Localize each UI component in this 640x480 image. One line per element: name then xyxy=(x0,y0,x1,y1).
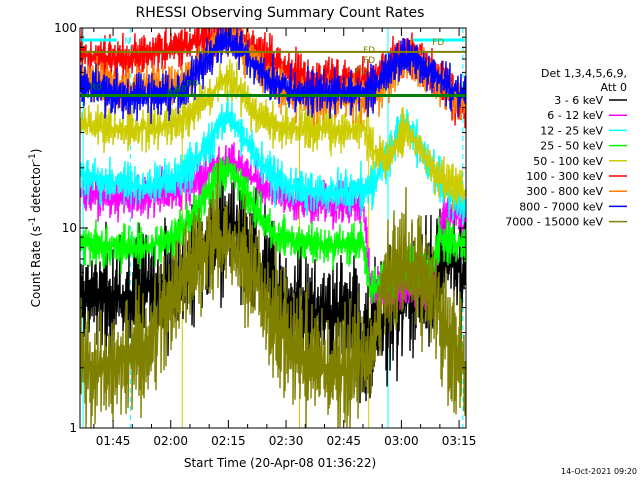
series-line xyxy=(80,142,466,316)
legend-label: 6 - 12 keV xyxy=(547,109,603,122)
x-axis-label: Start Time (20-Apr-08 01:36:22) xyxy=(184,456,376,470)
series-line xyxy=(80,59,466,212)
r-label: R0 xyxy=(90,83,102,93)
legend-label: 7000 - 15000 keV xyxy=(505,216,603,229)
series-line xyxy=(80,162,466,429)
legend-label: 25 - 50 keV xyxy=(540,140,603,153)
y-axis-label-sup: -1 xyxy=(28,217,38,226)
y-tick-label: 10 xyxy=(62,221,77,235)
legend: Det 1,3,4,5,6,9, Att 0 3 - 6 keV 6 - 12 k… xyxy=(505,67,627,229)
y-axis-label: Count Rate (s-1 detector-1) xyxy=(28,149,43,308)
timestamp: 14-Oct-2021 09:20 xyxy=(561,467,637,476)
y-axis-label-sup2: -1 xyxy=(28,153,38,162)
r-label: R0 xyxy=(167,88,179,98)
legend-label: 300 - 800 keV xyxy=(526,185,603,198)
fd-label: FD xyxy=(363,56,375,66)
legend-label: 3 - 6 keV xyxy=(554,94,603,107)
x-tick-label: 02:15 xyxy=(211,434,246,448)
legend-label: 50 - 100 keV xyxy=(533,155,603,168)
saa-label: N xyxy=(124,37,131,47)
legend-label: 800 - 7000 keV xyxy=(519,200,603,213)
y-tick-label: 100 xyxy=(54,21,77,35)
series-layer xyxy=(80,27,466,429)
y-axis: 1 10 100 xyxy=(54,21,466,435)
x-tick-label: 03:15 xyxy=(442,434,477,448)
y-axis-label-tail: detector xyxy=(29,162,43,217)
y-axis-label-close: ) xyxy=(29,149,43,154)
legend-label: 12 - 25 keV xyxy=(540,124,603,137)
series-line xyxy=(80,27,466,124)
y-axis-label-main: Count Rate (s xyxy=(29,226,43,308)
y-tick-label: 1 xyxy=(69,421,77,435)
chart-title: RHESSI Observing Summary Count Rates xyxy=(136,5,425,21)
x-tick-label: 02:00 xyxy=(153,434,188,448)
r-label: R0 xyxy=(175,85,187,95)
x-tick-label: 02:45 xyxy=(326,434,361,448)
r-label: R0 xyxy=(186,79,198,89)
legend-header-2: Att 0 xyxy=(601,81,627,94)
fd-label: FD xyxy=(363,46,375,56)
fd-label: FD xyxy=(355,67,367,77)
x-axis: 01:45 02:00 02:15 02:30 02:45 03:00 03:15 xyxy=(93,28,477,448)
x-tick-label: 03:00 xyxy=(384,434,419,448)
fd-label: FD xyxy=(432,38,444,48)
legend-header-1: Det 1,3,4,5,6,9, xyxy=(541,67,627,80)
x-tick-label: 01:45 xyxy=(96,434,131,448)
legend-label: 100 - 300 keV xyxy=(526,170,603,183)
x-tick-label: 02:30 xyxy=(269,434,304,448)
